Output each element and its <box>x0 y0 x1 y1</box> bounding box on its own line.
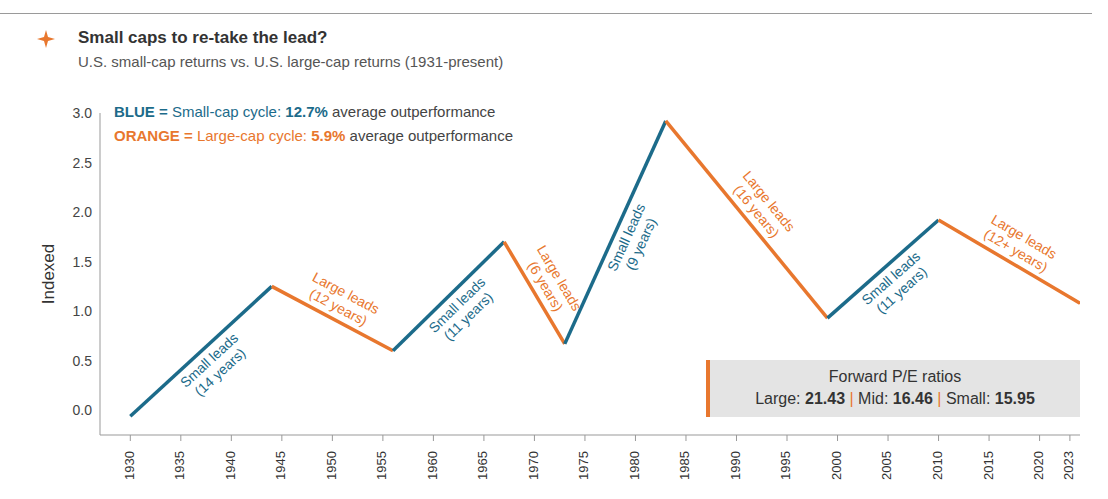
svg-text:2005: 2005 <box>879 451 894 480</box>
svg-text:0.0: 0.0 <box>73 402 93 418</box>
svg-text:1945: 1945 <box>273 451 288 480</box>
svg-text:1975: 1975 <box>576 451 591 480</box>
svg-text:Large leads(12+ years): Large leads(12+ years) <box>980 211 1059 276</box>
svg-text:1.5: 1.5 <box>73 254 93 270</box>
svg-text:1985: 1985 <box>677 451 692 480</box>
svg-text:Small leads(11 years): Small leads(11 years) <box>859 248 934 320</box>
html-text:Forward P/E ratios: Forward P/E ratios <box>828 368 962 385</box>
svg-text:2015: 2015 <box>981 451 996 480</box>
svg-text:Small leads(14 years): Small leads(14 years) <box>177 330 252 403</box>
svg-text:2000: 2000 <box>829 451 844 480</box>
svg-text:Small leads(11 years): Small leads(11 years) <box>426 274 500 348</box>
svg-text:1980: 1980 <box>627 451 642 480</box>
svg-text:1940: 1940 <box>223 451 238 480</box>
svg-text:1995: 1995 <box>778 451 793 480</box>
svg-text:1960: 1960 <box>425 451 440 480</box>
svg-text:0.5: 0.5 <box>73 353 93 369</box>
svg-text:2020: 2020 <box>1031 451 1046 480</box>
html-text:Small caps to re-take the lead: Small caps to re-take the lead? <box>78 28 328 47</box>
svg-text:1990: 1990 <box>728 451 743 480</box>
svg-text:1970: 1970 <box>526 451 541 480</box>
svg-text:1930: 1930 <box>122 451 137 480</box>
svg-text:Small leads(9 years): Small leads(9 years) <box>604 201 663 280</box>
svg-text:2.0: 2.0 <box>73 204 93 220</box>
html-text:Large: 21.43 | Mid: 16.46 | Sm: Large: 21.43 | Mid: 16.46 | Small: 15.95 <box>755 390 1035 407</box>
html-text:BLUE = Small-cap cycle: 12.7%: BLUE = Small-cap cycle: 12.7% average ou… <box>114 103 496 120</box>
svg-text:2023: 2023 <box>1061 451 1076 480</box>
svg-text:2010: 2010 <box>930 451 945 480</box>
svg-text:Indexed: Indexed <box>39 244 58 305</box>
svg-text:2.5: 2.5 <box>73 155 93 171</box>
svg-text:1.0: 1.0 <box>73 303 93 319</box>
html-text:U.S. small-cap returns vs. U.S: U.S. small-cap returns vs. U.S. large-ca… <box>78 53 504 70</box>
svg-text:Large leads(6 years): Large leads(6 years) <box>520 242 585 321</box>
svg-text:1950: 1950 <box>324 451 339 480</box>
svg-text:Large leads(16 years): Large leads(16 years) <box>727 168 798 245</box>
html-text:ORANGE = Large-cap cycle: 5.9%: ORANGE = Large-cap cycle: 5.9% average o… <box>114 127 513 144</box>
svg-text:3.0: 3.0 <box>73 105 93 121</box>
svg-text:1955: 1955 <box>374 451 389 480</box>
svg-text:1935: 1935 <box>172 451 187 480</box>
svg-text:Large leads(12 years): Large leads(12 years) <box>302 269 382 332</box>
svg-text:1965: 1965 <box>475 451 490 480</box>
